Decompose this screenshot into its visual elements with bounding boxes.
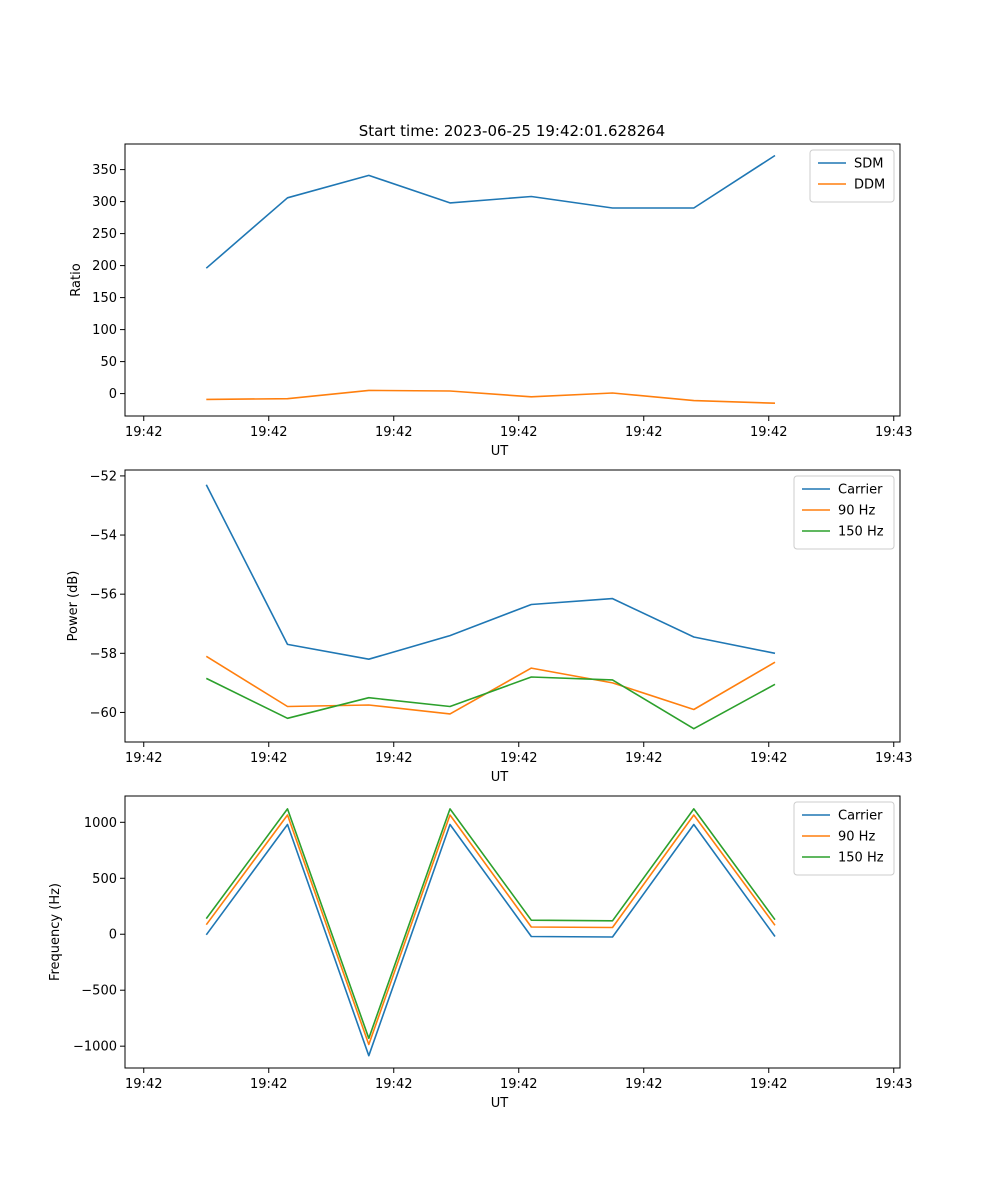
x-tick-label: 19:42: [625, 751, 662, 766]
y-tick-label: −58: [90, 647, 117, 662]
y-axis-label: Power (dB): [66, 571, 81, 642]
series-line-sdm: [205, 154, 776, 269]
y-tick-label: 0: [109, 928, 117, 943]
series-line-90-hz: [205, 814, 776, 1046]
legend-label: 90 Hz: [838, 830, 875, 845]
x-axis-label: UT: [491, 770, 509, 785]
x-tick-label: 19:42: [500, 751, 537, 766]
y-tick-label: 250: [92, 227, 117, 242]
y-tick-label: −1000: [73, 1040, 117, 1055]
x-tick-label: 19:42: [750, 1077, 787, 1092]
x-tick-label: 19:42: [125, 425, 162, 440]
frequency-panel: 19:42 19:42 19:42 19:42 19:42 19:42 19:43 −1000…: [48, 795, 912, 1111]
y-tick-label: 50: [100, 355, 117, 370]
y-tick-label: 1000: [84, 816, 117, 831]
series-line-carrier: [205, 823, 776, 1057]
axes-frame: [124, 795, 901, 1069]
figure-title: Start time: 2023-06-25 19:42:01.628264: [359, 122, 665, 140]
x-tick-label: 19:42: [125, 751, 162, 766]
y-tick-label: 100: [92, 323, 117, 338]
x-tick-label: 19:42: [250, 425, 287, 440]
x-tick-label: 19:42: [125, 1077, 162, 1092]
axes-frame: [124, 469, 901, 743]
legend-label: Carrier: [838, 809, 883, 824]
legend-label: 90 Hz: [838, 504, 875, 519]
axes-frame: [124, 143, 901, 417]
series-line-150-hz: [205, 808, 776, 1040]
power-panel: 19:42 19:42 19:42 19:42 19:42 19:42 19:43 −60 −5…: [66, 469, 912, 785]
x-tick-label: 19:42: [750, 751, 787, 766]
y-tick-label: 300: [92, 195, 117, 210]
x-tick-label: 19:43: [875, 1077, 912, 1092]
y-axis-label: Frequency (Hz): [48, 883, 63, 981]
x-tick-label: 19:42: [625, 1077, 662, 1092]
legend-label: SDM: [854, 157, 883, 172]
x-tick-label: 19:42: [375, 1077, 412, 1092]
x-tick-label: 19:42: [375, 425, 412, 440]
series-line-ddm: [206, 389, 776, 404]
y-tick-label: 200: [92, 259, 117, 274]
y-tick-label: −60: [90, 706, 117, 721]
y-tick-label: −52: [90, 469, 117, 484]
legend-label: 150 Hz: [838, 525, 884, 540]
y-tick-label: −54: [90, 529, 117, 544]
legend-label: DDM: [854, 178, 885, 193]
x-tick-label: 19:42: [250, 1077, 287, 1092]
series-line-carrier: [205, 484, 776, 661]
series-line-90-hz: [205, 655, 776, 715]
y-tick-label: 350: [92, 163, 117, 178]
x-tick-label: 19:43: [875, 751, 912, 766]
x-tick-label: 19:42: [250, 751, 287, 766]
x-tick-label: 19:42: [750, 425, 787, 440]
y-tick-label: 150: [92, 291, 117, 306]
legend-label: 150 Hz: [838, 851, 884, 866]
x-tick-label: 19:42: [500, 425, 537, 440]
x-tick-label: 19:43: [875, 425, 912, 440]
x-tick-label: 19:42: [625, 425, 662, 440]
legend-label: Carrier: [838, 483, 883, 498]
ratio-panel: 19:42 19:42 19:42 19:42 19:42 19:42 19:43 0 50 10…: [69, 143, 912, 459]
x-axis-label: UT: [491, 1096, 509, 1111]
x-tick-label: 19:42: [500, 1077, 537, 1092]
y-tick-label: 500: [92, 872, 117, 887]
y-tick-label: 0: [109, 387, 117, 402]
series-line-150-hz: [205, 676, 776, 730]
x-axis-label: UT: [491, 444, 509, 459]
y-axis-label: Ratio: [69, 263, 84, 296]
x-tick-label: 19:42: [375, 751, 412, 766]
y-tick-label: −56: [90, 588, 117, 603]
y-tick-label: −500: [81, 984, 117, 999]
